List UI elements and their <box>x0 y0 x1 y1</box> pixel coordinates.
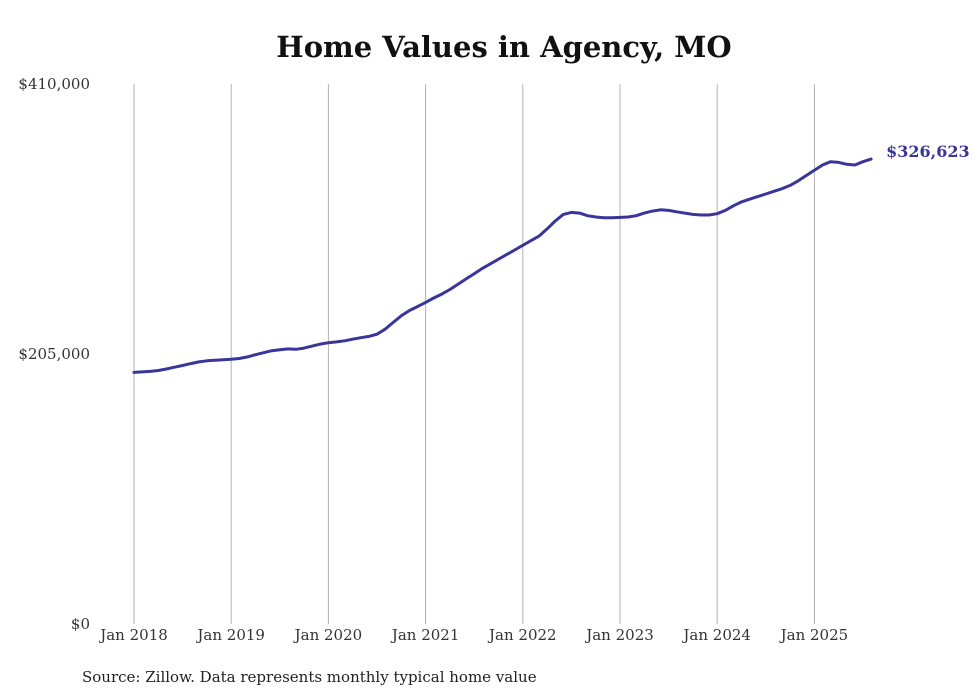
x-tick-label: Jan 2022 <box>487 626 557 644</box>
x-axis-ticks: Jan 2018 Jan 2019 Jan 2020 Jan 2021 Jan 2022… <box>98 626 848 644</box>
gridlines <box>133 84 815 624</box>
y-axis-ticks: $0 $205,000 $410,000 <box>18 75 90 633</box>
x-tick-label: Jan 2020 <box>293 626 363 644</box>
y-tick-label: $0 <box>71 615 90 633</box>
chart-title: Home Values in Agency, MO <box>276 30 732 64</box>
series-end-label: $326,623 <box>886 142 970 161</box>
source-note: Source: Zillow. Data represents monthly … <box>82 668 537 686</box>
y-tick-label: $410,000 <box>18 75 90 93</box>
series-line-1 <box>132 157 873 374</box>
x-tick-label: Jan 2018 <box>98 626 168 644</box>
y-tick-label: $205,000 <box>18 345 90 363</box>
x-tick-label: Jan 2021 <box>390 626 460 644</box>
x-tick-label: Jan 2019 <box>195 626 265 644</box>
x-tick-label: Jan 2025 <box>779 626 849 644</box>
x-tick-label: Jan 2023 <box>584 626 654 644</box>
series-layer: $326,623 <box>132 142 970 374</box>
x-tick-label: Jan 2024 <box>681 626 751 644</box>
